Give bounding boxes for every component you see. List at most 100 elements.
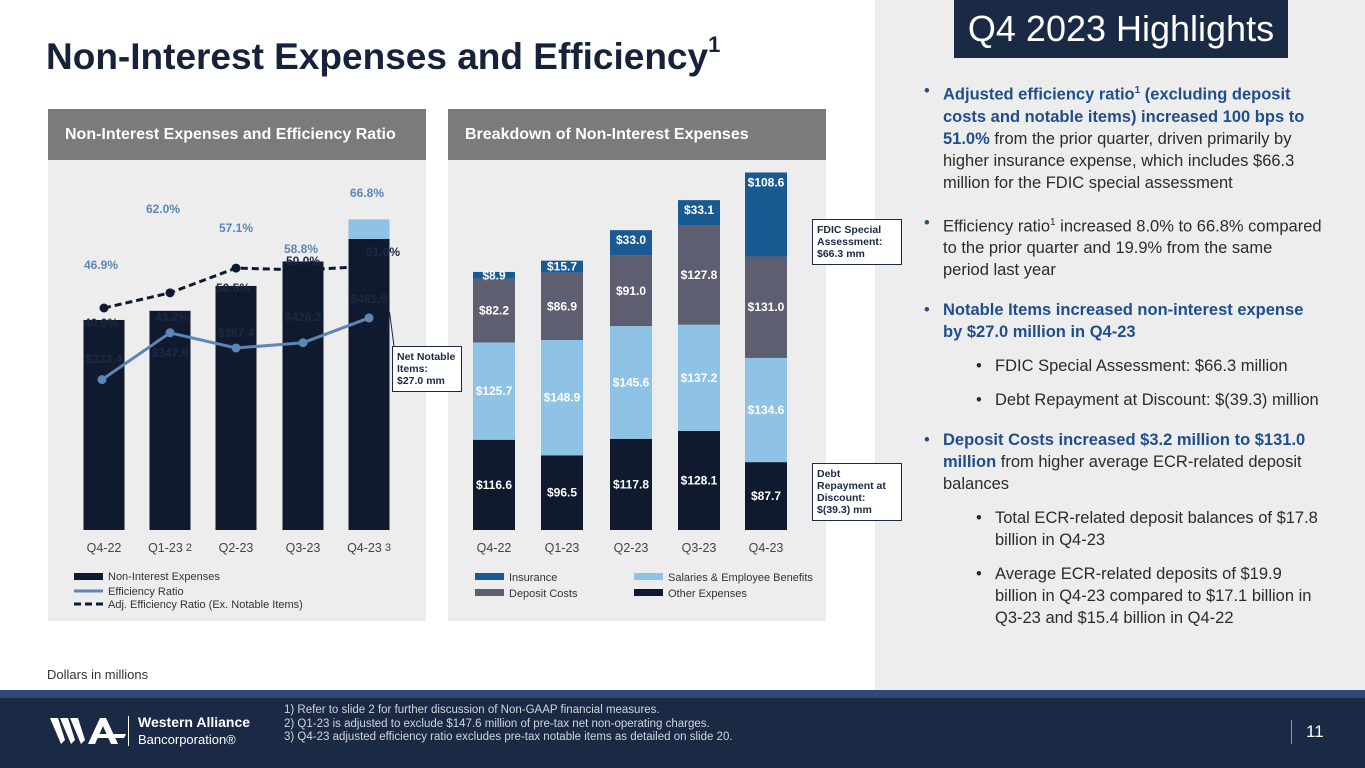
efficiency-ratio-label: 66.8%: [350, 186, 384, 200]
adj-efficiency-point: [99, 303, 109, 313]
units-note: Dollars in millions: [47, 667, 149, 682]
bullet-debt-repayment: Debt Repayment at Discount: $(39.3) mill…: [974, 389, 1322, 411]
breakdown-segment-deposit-costs: [473, 278, 515, 343]
breakdown-value-label: $125.7: [476, 384, 513, 398]
efficiency-ratio-label: 46.9%: [84, 258, 118, 272]
net-notable-segment: [348, 219, 390, 240]
left-panel-header: Non-Interest Expenses and Efficiency Rat…: [48, 109, 426, 160]
legend-swatch: [475, 589, 504, 596]
legend-swatch-expenses: [74, 573, 103, 580]
right-panel-header: Breakdown of Non-Interest Expenses: [448, 109, 826, 160]
expense-bar: [282, 261, 324, 530]
breakdown-segment-insurance: [678, 200, 720, 226]
footnote-2: 2) Q1-23 is adjusted to exclude $147.6 m…: [284, 717, 710, 730]
breakdown-value-label: $33.0: [616, 233, 646, 247]
efficiency-ratio-label: 58.8%: [284, 242, 318, 256]
x-axis-label: Q2-23: [219, 541, 254, 555]
expense-bar: [348, 239, 390, 531]
expense-bar: [215, 285, 257, 530]
logo-subtitle: Bancorporation®: [138, 732, 236, 747]
x-axis-label-sup: 3: [385, 542, 391, 554]
page-title-footnote: 1: [708, 32, 721, 57]
adj-efficiency-label: 50.0%: [286, 254, 320, 268]
adj-efficiency-label: 40.0%: [84, 316, 118, 330]
bullet-deposit-costs: Deposit Costs increased $3.2 million to …: [922, 429, 1322, 495]
wa-logo-icon: [50, 718, 126, 744]
logo-divider: [128, 716, 129, 746]
x-axis-label: Q4-23 3: [347, 541, 391, 555]
adj-efficiency-point: [165, 288, 175, 298]
breakdown-segment-deposit-costs: [541, 272, 583, 341]
legend-label: Salaries & Employee Benefits: [668, 572, 813, 584]
legend-label-efficiency: Efficiency Ratio: [108, 586, 184, 598]
breakdown-value-label: $127.8: [681, 268, 718, 282]
breakdown-value-label: $8.9: [482, 268, 506, 282]
legend-label: Other Expenses: [668, 588, 747, 600]
adj-efficiency-point: [298, 265, 308, 275]
bullet-adjusted-efficiency: Adjusted efficiency ratio1 (excluding de…: [922, 80, 1322, 194]
breakdown-segment-salaries-employee-benefits: [610, 326, 652, 439]
company-logo: Western Alliance Bancorporation®: [50, 714, 280, 754]
expenses-efficiency-chart: $333.4 $347.9 $387.4 $426.2 $461.9 46.9% 62.0%…: [74, 186, 400, 611]
highlights-bullets: Adjusted efficiency ratio1 (excluding de…: [922, 80, 1322, 641]
breakdown-segment-other-expenses: [610, 438, 652, 530]
x-axis-label: Q2-23: [614, 541, 649, 555]
adj-efficiency-label: 51.0%: [366, 245, 400, 259]
expense-bar-label: $461.9: [351, 292, 388, 306]
debt-callout: Debt Repayment at Discount: $(39.3) mm: [812, 463, 902, 521]
breakdown-segment-insurance: [541, 260, 583, 273]
breakdown-panel: Breakdown of Non-Interest Expenses $116.…: [448, 109, 826, 621]
efficiency-ratio-label: 62.0%: [146, 202, 180, 216]
bullet-ecr-average: Average ECR-related deposits of $19.9 bi…: [974, 563, 1322, 629]
footer: Western Alliance Bancorporation® 1) Refe…: [0, 690, 1365, 768]
legend-swatch: [634, 589, 663, 596]
x-axis-label: Q1-23: [545, 541, 580, 555]
breakdown-segment-other-expenses: [678, 430, 720, 530]
efficiency-ratio-point: [298, 338, 308, 348]
page-number-divider: [1291, 720, 1292, 744]
adj-efficiency-point: [364, 261, 374, 271]
x-axis-label: Q3-23: [682, 541, 717, 555]
breakdown-value-label: $128.1: [681, 473, 718, 487]
legend-swatch: [475, 573, 504, 580]
adj-efficiency-label: 50.5%: [216, 281, 250, 295]
legend-label: Insurance: [509, 572, 557, 584]
bullet-notable-items: Notable Items increased non-interest exp…: [922, 299, 1322, 343]
efficiency-ratio-point: [231, 343, 241, 353]
breakdown-segment-salaries-employee-benefits: [473, 342, 515, 440]
x-axis-label: Q1-23 2: [148, 541, 192, 555]
legend-label-expenses: Non-Interest Expenses: [108, 571, 220, 583]
x-axis-label: Q4-23: [749, 541, 784, 555]
breakdown-segment-insurance: [473, 271, 515, 279]
breakdown-value-label: $82.2: [479, 304, 509, 318]
footnotes: 1) Refer to slide 2 for further discussi…: [284, 704, 733, 745]
breakdown-segment-deposit-costs: [610, 255, 652, 327]
breakdown-value-label: $15.7: [547, 260, 577, 274]
net-notable-callout: Net Notable Items: $27.0 mm: [392, 346, 462, 392]
breakdown-segment-insurance: [745, 172, 787, 257]
efficiency-ratio-point: [165, 328, 175, 338]
legend-label: Deposit Costs: [509, 588, 578, 600]
page-title-text: Non-Interest Expenses and Efficiency: [46, 36, 709, 77]
breakdown-value-label: $117.8: [613, 477, 649, 491]
footnote-1: 1) Refer to slide 2 for further discussi…: [284, 704, 660, 716]
expense-bar-label: $333.4: [86, 352, 123, 366]
breakdown-segment-deposit-costs: [745, 256, 787, 358]
breakdown-value-label: $86.9: [547, 299, 577, 313]
expense-bar-label: $347.9: [152, 346, 189, 360]
breakdown-value-label: $91.0: [616, 284, 646, 298]
x-axis-label: Q3-23: [286, 541, 321, 555]
breakdown-value-label: $33.1: [684, 203, 714, 217]
fdic-callout: FDIC Special Assessment: $66.3 mm: [812, 219, 902, 265]
x-axis-label: Q4-22: [477, 541, 512, 555]
breakdown-chart: $116.6 $96.5 $117.8 $128.1 $87.7 $125.7 $148.9…: [473, 172, 813, 600]
legend-label-adj-efficiency: Adj. Efficiency Ratio (Ex. Notable Items…: [108, 599, 303, 611]
breakdown-value-label: $108.6: [748, 175, 785, 189]
breakdown-value-label: $131.0: [748, 300, 785, 314]
expense-bar-label: $387.4: [218, 326, 255, 340]
expense-bar: [149, 310, 191, 530]
highlights-title: Q4 2023 Highlights: [954, 0, 1288, 58]
expense-bar-label: $426.2: [285, 310, 322, 324]
x-axis-label-sup: 2: [186, 542, 192, 554]
breakdown-value-label: $137.2: [681, 371, 718, 385]
